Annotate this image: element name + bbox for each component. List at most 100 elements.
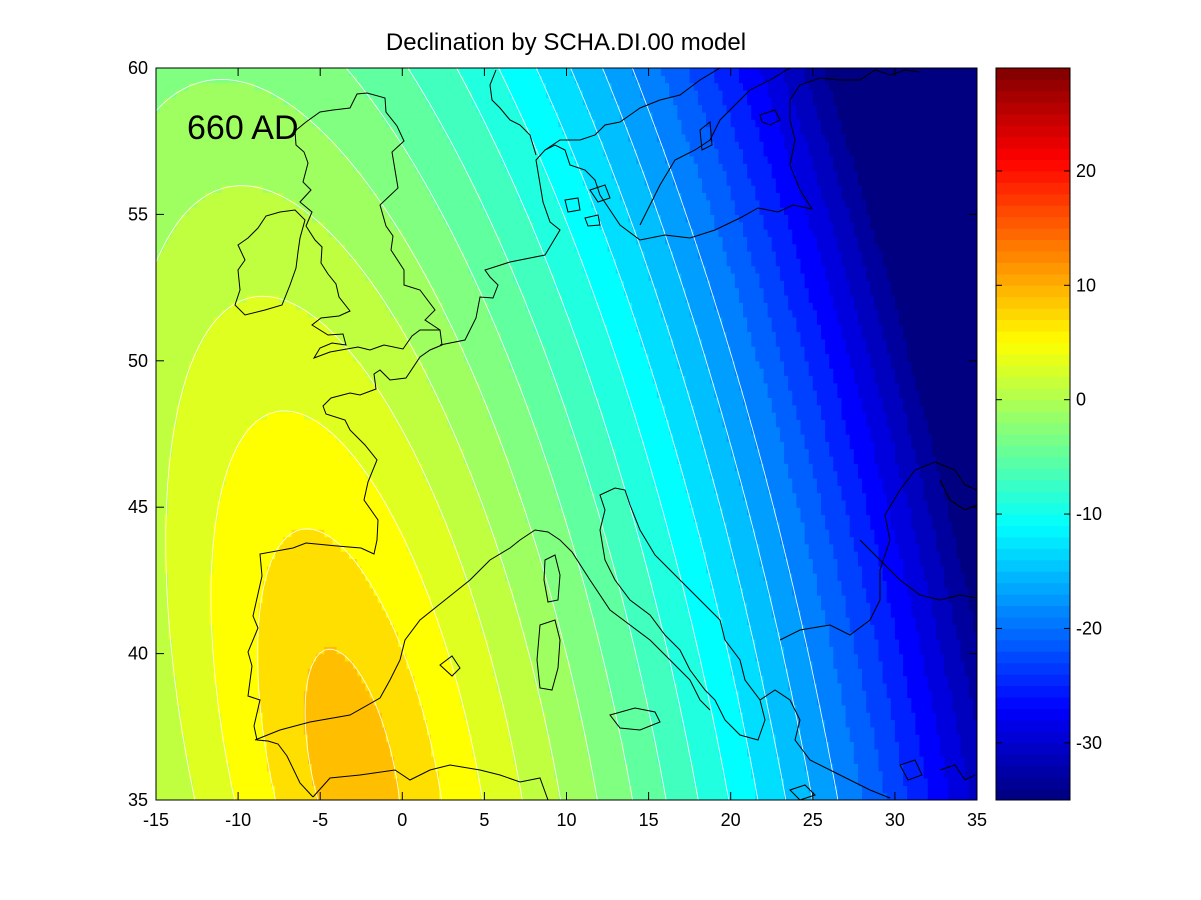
field-cell (303, 126, 309, 135)
field-cell (295, 133, 301, 142)
field-cell (221, 287, 227, 296)
field-cell (225, 712, 231, 721)
field-cell (295, 346, 301, 355)
field-cell (275, 646, 280, 655)
field-cell (172, 704, 178, 713)
field-cell (156, 111, 161, 120)
field-cell (303, 463, 309, 472)
field-cell (299, 104, 305, 113)
field-cell (275, 280, 280, 289)
field-cell (287, 434, 293, 442)
field-cell (324, 551, 330, 560)
field-cell (262, 404, 268, 413)
field-cell (303, 675, 309, 684)
field-cell (328, 726, 334, 735)
field-cell (217, 565, 223, 574)
field-cell (250, 477, 256, 486)
field-cell (266, 133, 272, 142)
field-cell (270, 573, 276, 581)
field-cell (217, 734, 223, 743)
field-cell (275, 397, 280, 406)
field-cell (242, 463, 247, 472)
field-cell (250, 448, 256, 457)
field-cell (192, 587, 198, 596)
field-cell (258, 338, 264, 347)
field-cell (250, 660, 256, 669)
field-cell (201, 434, 206, 442)
field-cell (328, 141, 334, 150)
field-cell (283, 251, 288, 259)
field-cell (213, 558, 219, 567)
field-cell (291, 507, 297, 516)
field-cell (221, 316, 227, 325)
field-cell (270, 690, 276, 699)
field-cell (201, 75, 206, 84)
field-cell (188, 741, 194, 750)
field-cell (303, 617, 309, 625)
field-cell (238, 682, 243, 691)
field-cell (279, 251, 284, 259)
field-cell (250, 265, 256, 274)
field-cell (344, 492, 350, 501)
field-cell (324, 133, 330, 142)
field-cell (164, 207, 169, 215)
field-cell (229, 668, 235, 677)
field-cell (250, 668, 256, 677)
field-cell (197, 477, 202, 486)
field-cell (311, 133, 317, 142)
field-cell (188, 514, 194, 523)
field-cell (287, 587, 293, 596)
field-cell (168, 719, 174, 728)
field-cell (246, 368, 252, 377)
field-cell (275, 675, 280, 684)
field-cell (221, 192, 227, 201)
field-cell (283, 565, 288, 574)
field-cell (270, 419, 276, 428)
field-cell (242, 565, 247, 574)
field-cell (160, 419, 165, 428)
field-cell (291, 368, 297, 377)
field-cell (209, 551, 215, 560)
field-cell (192, 412, 198, 420)
field-cell (205, 207, 210, 215)
field-cell (180, 126, 186, 135)
field-cell (348, 404, 354, 413)
field-cell (160, 719, 165, 728)
field-cell (221, 778, 227, 786)
field-cell (217, 419, 223, 428)
field-cell (160, 434, 165, 442)
field-cell (221, 726, 227, 735)
field-cell (197, 602, 202, 611)
field-cell (168, 573, 174, 581)
field-cell (279, 243, 284, 252)
field-cell (316, 778, 321, 786)
field-cell (246, 638, 252, 647)
field-cell (201, 119, 206, 128)
field-cell (353, 536, 358, 545)
field-cell (221, 243, 227, 252)
field-cell (197, 778, 202, 786)
field-cell (250, 294, 256, 303)
field-cell (197, 631, 202, 640)
field-cell (164, 631, 169, 640)
field-cell (295, 111, 301, 120)
field-cell (168, 778, 174, 786)
field-cell (336, 397, 342, 406)
field-cell (270, 126, 276, 135)
field-cell (197, 360, 202, 369)
field-cell (176, 580, 182, 589)
field-cell (180, 346, 186, 355)
field-cell (348, 712, 354, 721)
field-cell (328, 207, 334, 215)
field-cell (225, 397, 231, 406)
field-cell (156, 492, 161, 501)
field-cell (353, 316, 358, 325)
field-cell (291, 712, 297, 721)
field-cell (262, 119, 268, 128)
field-cell (357, 302, 362, 311)
field-cell (262, 580, 268, 589)
field-cell (209, 75, 215, 84)
field-cell (213, 68, 219, 76)
field-cell (336, 199, 342, 208)
field-cell (266, 324, 272, 333)
